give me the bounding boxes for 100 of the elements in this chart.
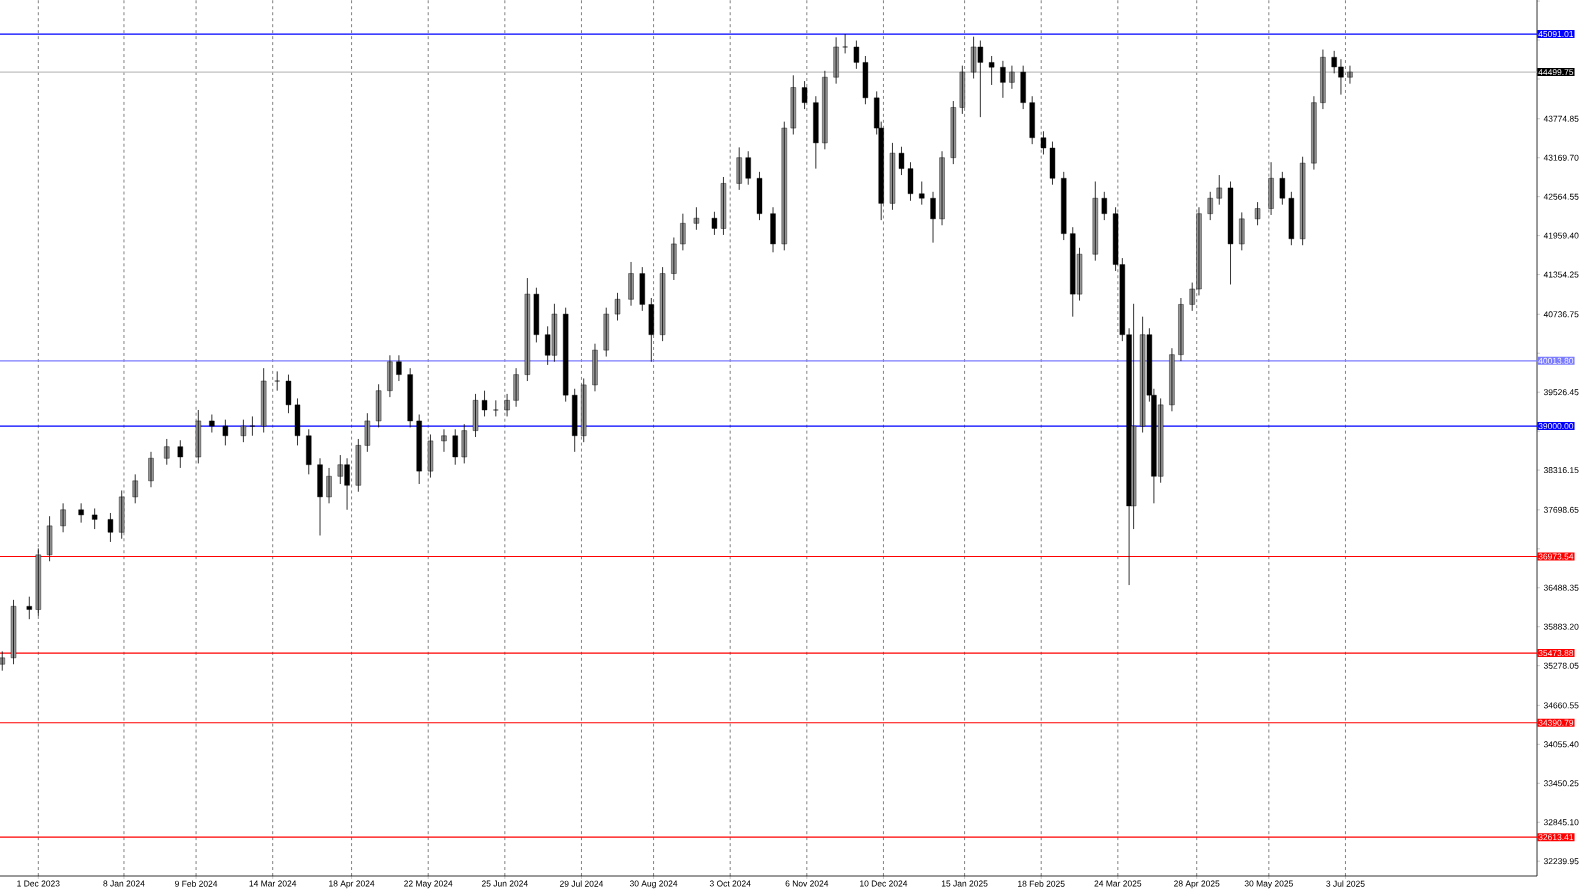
x-tick-label: 10 Dec 2024 bbox=[860, 880, 908, 887]
candlestick bbox=[639, 266, 645, 312]
candlestick bbox=[1239, 211, 1245, 251]
candlestick bbox=[407, 367, 413, 428]
candlestick bbox=[107, 512, 114, 543]
candlestick bbox=[452, 428, 458, 466]
candlestick bbox=[563, 307, 569, 403]
candlestick bbox=[441, 428, 447, 453]
ref-line-label: 39000.00 bbox=[1538, 423, 1574, 430]
candlestick bbox=[1288, 191, 1295, 246]
candlestick bbox=[119, 490, 125, 540]
candlestick bbox=[132, 473, 138, 504]
candlestick bbox=[46, 515, 53, 562]
candlestick bbox=[481, 390, 488, 417]
x-tick-label: 15 Jan 2025 bbox=[941, 880, 988, 887]
x-tick-label: 18 Feb 2025 bbox=[1018, 880, 1065, 887]
candlestick bbox=[306, 428, 312, 475]
x-tick-label: 28 Apr 2025 bbox=[1174, 880, 1220, 889]
y-tick-label: 43774.85 bbox=[1543, 115, 1579, 122]
candlestick bbox=[472, 393, 479, 438]
y-tick-label: 33450.25 bbox=[1543, 780, 1579, 787]
candlestick bbox=[1216, 174, 1222, 206]
candlestick bbox=[240, 419, 247, 443]
candlestick bbox=[1029, 95, 1035, 145]
candlestick bbox=[581, 378, 587, 443]
candlestick bbox=[1040, 130, 1047, 155]
candlestick bbox=[222, 419, 229, 446]
candlestick bbox=[603, 307, 609, 357]
y-tick-label: 32239.95 bbox=[1543, 858, 1579, 865]
candlestick bbox=[177, 439, 183, 469]
candlestick bbox=[736, 146, 742, 191]
x-tick-label: 18 Apr 2024 bbox=[329, 880, 375, 889]
ref-line-label: 36973.54 bbox=[1538, 553, 1574, 560]
candlestick bbox=[1049, 141, 1056, 186]
candlestick bbox=[745, 150, 751, 186]
candlestick bbox=[614, 292, 621, 321]
candlestick bbox=[294, 398, 301, 446]
x-tick-label: 22 May 2024 bbox=[404, 880, 453, 889]
candlestick bbox=[693, 206, 700, 231]
candlestick bbox=[711, 211, 718, 236]
ref-line-label: 35473.88 bbox=[1538, 650, 1574, 657]
candlestick bbox=[959, 65, 965, 115]
ref-line-label: 40013.80 bbox=[1538, 357, 1574, 364]
ref-line-label: 32613.41 bbox=[1538, 834, 1574, 841]
x-tick-label: 9 Feb 2024 bbox=[175, 880, 218, 887]
y-tick-label: 42564.55 bbox=[1543, 193, 1579, 200]
candlestick bbox=[1227, 181, 1234, 285]
candlestick bbox=[0, 650, 5, 672]
candlestick bbox=[659, 266, 666, 342]
candlestick bbox=[907, 161, 914, 202]
candlestick bbox=[842, 33, 849, 54]
x-tick-label: 30 May 2025 bbox=[1244, 880, 1293, 889]
x-tick-label: 29 Jul 2024 bbox=[559, 880, 604, 887]
candlestick bbox=[427, 434, 434, 478]
candlestick bbox=[375, 383, 382, 428]
candlestick bbox=[1279, 171, 1286, 206]
candlestick bbox=[781, 121, 787, 251]
candlestick bbox=[26, 596, 32, 620]
y-tick-label: 43169.70 bbox=[1543, 154, 1579, 161]
candlestick bbox=[720, 176, 727, 236]
y-tick-label: 34660.55 bbox=[1543, 702, 1579, 709]
candlestick bbox=[261, 367, 267, 433]
x-tick-label: 6 Nov 2024 bbox=[785, 880, 829, 887]
y-tick-label: 34055.40 bbox=[1543, 741, 1579, 748]
y-tick-label: 32845.10 bbox=[1543, 819, 1579, 826]
ref-line-label: 44499.75 bbox=[1538, 69, 1574, 76]
candlestick bbox=[813, 95, 819, 170]
x-tick-label: 14 Mar 2024 bbox=[249, 880, 297, 887]
candlestick bbox=[889, 142, 896, 211]
candlestick bbox=[1020, 65, 1026, 110]
y-tick-label: 39526.45 bbox=[1543, 389, 1579, 396]
y-tick-label: 35278.05 bbox=[1543, 662, 1579, 669]
candlestick bbox=[209, 414, 215, 433]
candlestick bbox=[364, 412, 371, 453]
candlestick bbox=[10, 599, 17, 665]
candlestick bbox=[274, 370, 281, 392]
candlestick bbox=[1299, 156, 1306, 246]
candlestick bbox=[355, 438, 362, 493]
candlestick bbox=[524, 277, 531, 382]
candlestick bbox=[1101, 191, 1107, 221]
y-tick-label: 36488.35 bbox=[1543, 584, 1579, 591]
candlestick bbox=[790, 74, 796, 135]
x-tick-label: 8 Jan 2024 bbox=[103, 880, 145, 887]
candlestick bbox=[853, 40, 860, 70]
candlestick bbox=[988, 55, 995, 86]
candlestick bbox=[285, 374, 292, 414]
candlestick bbox=[1092, 181, 1098, 262]
candlestick bbox=[91, 508, 98, 530]
y-tick-label: 38316.15 bbox=[1543, 467, 1579, 474]
ref-line-label: 34390.79 bbox=[1538, 719, 1574, 726]
ref-line-label: 45091.01 bbox=[1538, 31, 1574, 38]
candlestick bbox=[492, 399, 499, 417]
y-tick-label: 35883.20 bbox=[1543, 623, 1579, 630]
x-tick-label: 25 Jun 2024 bbox=[481, 880, 528, 887]
y-tick-label: 37698.65 bbox=[1543, 506, 1579, 513]
x-tick-label: 3 Oct 2024 bbox=[709, 880, 751, 887]
candlestick bbox=[1207, 191, 1213, 221]
x-tick-label: 30 Aug 2024 bbox=[629, 880, 678, 889]
x-tick-label: 24 Mar 2025 bbox=[1094, 880, 1142, 887]
x-tick-label: 3 Jul 2025 bbox=[1326, 880, 1365, 887]
